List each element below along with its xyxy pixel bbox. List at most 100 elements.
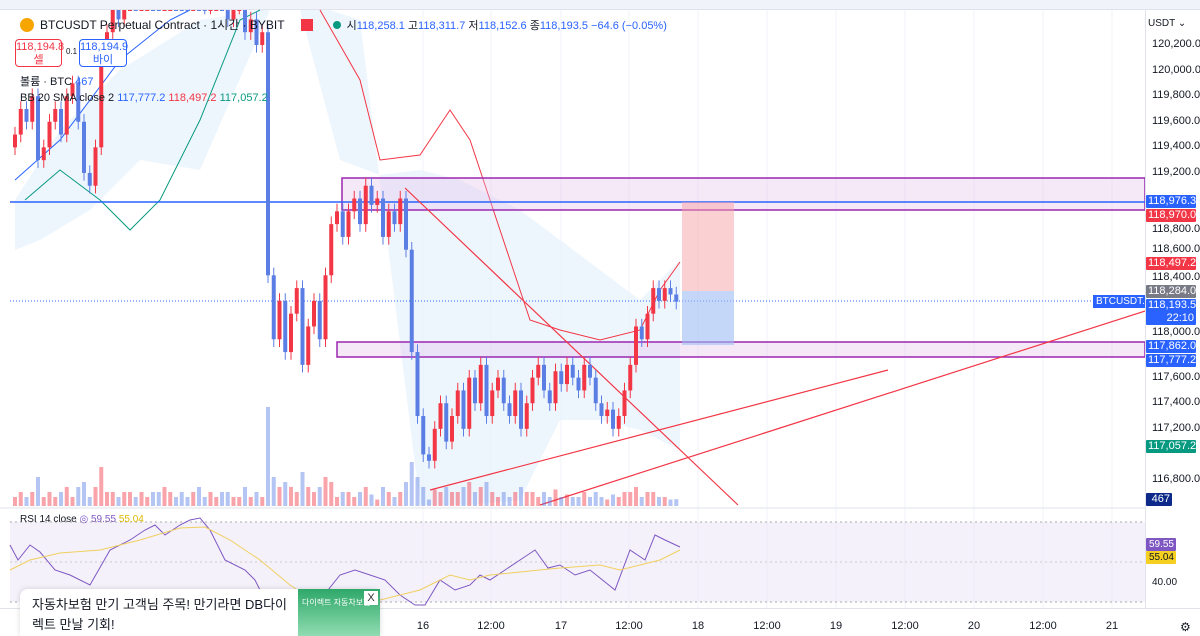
volume-bar — [386, 492, 391, 506]
ad-close-button[interactable]: X — [364, 591, 378, 605]
candle — [185, 10, 190, 11]
volume-bar — [358, 492, 362, 506]
candle — [24, 108, 29, 122]
candle — [197, 10, 201, 11]
time-label: 18 — [691, 620, 705, 632]
volume-bar — [536, 497, 541, 506]
volume-bar — [231, 497, 236, 506]
volume-bar — [237, 497, 242, 506]
price-label: 118,970.0 — [1146, 208, 1197, 222]
volume-bar — [415, 477, 420, 506]
bb-legend: BB 20 SMA close 2 117,777.2 118,497.2 11… — [20, 92, 268, 104]
volume-bar — [168, 492, 173, 506]
candle — [536, 364, 541, 378]
price-tick: 119,200.0 — [1152, 165, 1200, 178]
volume-tag: 467 — [1146, 493, 1172, 506]
candle — [277, 300, 282, 340]
time-label: 19 — [829, 620, 843, 632]
candle — [110, 10, 115, 33]
candle — [47, 121, 52, 148]
candle — [639, 326, 644, 340]
candle — [432, 428, 437, 461]
candle — [386, 211, 391, 237]
candle — [13, 134, 17, 148]
candle — [225, 10, 230, 20]
currency-select[interactable]: USDT ⌄ — [1148, 18, 1187, 29]
symbol-title[interactable]: BTCUSDT Perpetual Contract · 1시간 · BYBIT — [40, 18, 285, 32]
volume-bar — [490, 492, 495, 506]
browser-strip — [0, 0, 1200, 10]
candle — [179, 10, 184, 11]
candle — [559, 371, 564, 385]
ad-text[interactable]: 자동차보험 만기 고객님 주목! 만기라면 DB다이렉트 만날 기회! — [32, 597, 288, 632]
candle — [415, 352, 420, 417]
candle — [260, 32, 265, 45]
chart-legend: BTCUSDT Perpetual Contract · 1시간 · BYBIT… — [20, 16, 667, 33]
price-chart[interactable] — [0, 0, 1145, 608]
order-quantity[interactable]: 0.1 — [65, 47, 79, 56]
volume-bar — [266, 407, 270, 506]
time-label: 12:00 — [753, 620, 781, 632]
volume-bar — [444, 487, 449, 506]
volume-bar — [611, 494, 615, 506]
position-target-zone — [682, 291, 734, 345]
candle — [116, 10, 121, 20]
volume-bar — [346, 492, 351, 506]
price-tick: 117,400.0 — [1152, 396, 1200, 409]
volume-bar — [312, 492, 316, 506]
settings-icon[interactable]: ⚙ — [1180, 620, 1191, 634]
candle — [438, 403, 443, 429]
candle — [346, 211, 351, 237]
volume-bar — [461, 487, 466, 506]
price-tick: 119,600.0 — [1152, 114, 1200, 127]
volume-bar — [605, 499, 610, 506]
volume-bar — [24, 497, 29, 506]
volume-bar — [375, 499, 380, 506]
candle — [605, 409, 610, 417]
candle — [369, 185, 374, 205]
volume-bar — [225, 492, 230, 506]
volume-bar — [70, 497, 75, 506]
candle — [168, 10, 173, 11]
volume-bar — [59, 492, 63, 506]
candle — [335, 211, 339, 225]
candle — [122, 10, 127, 20]
buy-button[interactable]: 118,194.9 바이 — [79, 39, 129, 67]
candle — [404, 198, 408, 250]
candle — [593, 377, 598, 404]
volume-bar — [473, 492, 477, 506]
candle — [496, 377, 500, 391]
volume-bar — [381, 487, 385, 506]
rsi-ma-tag: 55.04 — [1146, 551, 1176, 564]
ad-banner[interactable]: 자동차보험 만기 고객님 주목! 만기라면 DB다이렉트 만날 기회! 다이렉트… — [20, 589, 380, 636]
trendline-up-2 — [539, 310, 1145, 506]
rsi-legend: RSI 14 close ◎ 59.55 55.04 — [20, 514, 144, 525]
candle — [133, 10, 138, 11]
price-tick: 118,800.0 — [1152, 222, 1200, 235]
candle — [139, 10, 144, 11]
candle — [99, 57, 104, 148]
trendline-up-1 — [429, 369, 889, 491]
candle — [156, 10, 161, 11]
volume-bar — [116, 497, 121, 506]
volume-bar — [87, 497, 92, 506]
candle — [524, 403, 529, 429]
volume-bar — [570, 497, 575, 506]
volume-bar — [409, 462, 414, 506]
flag-icon[interactable] — [300, 18, 313, 31]
symbol-tag: BTCUSDT.P — [1093, 295, 1155, 308]
price-label: 118,976.3 — [1146, 194, 1197, 208]
volume-bar — [271, 477, 276, 506]
rsi-ma-line — [9, 526, 681, 606]
bb-lower-line — [24, 9, 261, 231]
volume-bar — [657, 497, 661, 506]
rsi-line — [9, 517, 681, 606]
volume-bar — [622, 492, 627, 506]
sell-button[interactable]: 118,194.8 셀 — [15, 39, 65, 67]
candle — [674, 294, 679, 302]
volume-bar — [151, 492, 155, 506]
candle — [243, 10, 247, 33]
candle — [668, 288, 673, 295]
candle — [657, 288, 661, 301]
candle — [616, 416, 621, 429]
